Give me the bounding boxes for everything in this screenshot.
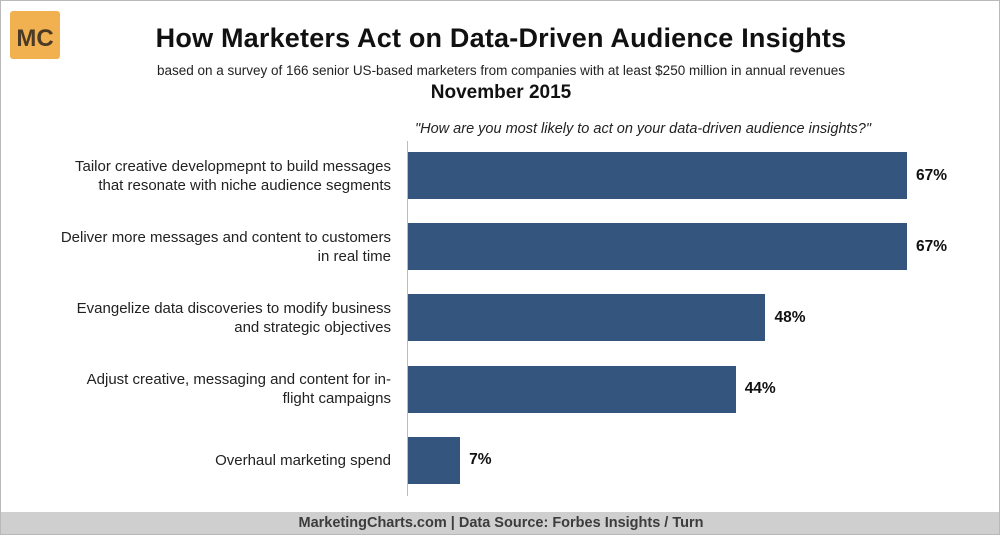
category-label-line: flight campaigns bbox=[282, 390, 391, 408]
bar-value-label: 67% bbox=[916, 237, 948, 255]
logo-background bbox=[10, 11, 60, 59]
category-label-line: and strategic objectives bbox=[234, 318, 391, 336]
bar-value-label: 48% bbox=[774, 308, 806, 326]
category-label-line: Tailor creative developmepnt to build me… bbox=[74, 157, 391, 175]
bar bbox=[408, 436, 461, 484]
category-label: Tailor creative developmepnt to build me… bbox=[11, 157, 391, 195]
chart-date: November 2015 bbox=[430, 82, 572, 103]
chart-title: How Marketers Act on Data-Driven Audienc… bbox=[155, 23, 847, 53]
category-label: Deliver more messages and content to cus… bbox=[11, 228, 391, 266]
category-label-line: Adjust creative, messaging and content f… bbox=[86, 371, 391, 389]
bar bbox=[408, 365, 736, 413]
logo-text: MC bbox=[16, 25, 53, 52]
category-axis-line bbox=[407, 141, 408, 496]
bar-value-label: 67% bbox=[916, 166, 948, 184]
category-label-line: in real time bbox=[317, 247, 391, 265]
source-footer: MarketingCharts.com | Data Source: Forbe… bbox=[1, 512, 999, 534]
category-label: Evangelize data discoveries to modify bu… bbox=[11, 299, 391, 337]
category-label-line: Deliver more messages and content to cus… bbox=[60, 228, 391, 246]
category-label: Adjust creative, messaging and content f… bbox=[11, 370, 391, 408]
bar-value-label: 7% bbox=[469, 451, 492, 469]
survey-question: "How are you most likely to act on your … bbox=[415, 121, 871, 137]
bar-value-label: 44% bbox=[744, 380, 776, 398]
marketingcharts-logo: MC bbox=[10, 11, 60, 59]
category-label-line: that resonate with niche audience segmen… bbox=[98, 176, 391, 194]
bar bbox=[408, 223, 907, 271]
bar bbox=[408, 152, 907, 199]
chart-subtitle: based on a survey of 166 senior US-based… bbox=[156, 63, 846, 78]
bar bbox=[408, 294, 766, 342]
category-label-line: Evangelize data discoveries to modify bu… bbox=[76, 299, 391, 317]
category-label: Overhaul marketing spend bbox=[11, 451, 391, 470]
category-label-line: Overhaul marketing spend bbox=[215, 451, 391, 469]
